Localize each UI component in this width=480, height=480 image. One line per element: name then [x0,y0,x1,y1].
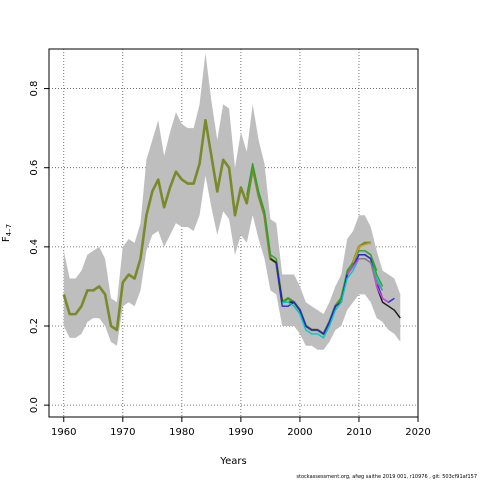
y-axis-title-main: F [1,236,12,242]
y-tick-label-0.4: 0.4 [29,239,40,255]
x-tick-label-2010: 2010 [346,427,371,438]
y-tick-label-0.2: 0.2 [29,318,40,334]
x-tick-label-1980: 1980 [169,427,194,438]
y-axis: 0.0 0.2 0.4 0.6 0.8 [29,81,49,413]
x-tick-label-1960: 1960 [51,427,76,438]
series-line-7 [352,242,371,263]
series-line-8 [358,258,384,291]
series-lines [62,118,401,339]
x-tick-label-2000: 2000 [287,427,312,438]
x-tick-label-2020: 2020 [405,427,430,438]
y-tick-label-0: 0.0 [29,397,40,413]
y-tick-label-0.6: 0.6 [29,160,40,176]
series-line-9 [364,250,384,287]
x-tick-label-1990: 1990 [228,427,253,438]
y-axis-title: F4–7 [1,224,13,242]
y-axis-title-subscript: 4–7 [5,224,13,236]
y-tick-label-0.8: 0.8 [29,81,40,97]
x-tick-label-1970: 1970 [110,427,135,438]
plot-frame [48,48,419,418]
x-axis-title: Years [219,456,246,467]
x-axis: 1960 1970 1980 1990 2000 2010 2020 [51,417,431,438]
footer-credit: stockassessment.org, afwg saithe 2019 00… [296,474,477,480]
